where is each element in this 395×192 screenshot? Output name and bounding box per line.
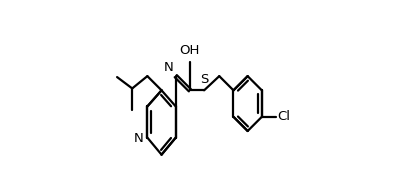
- Text: Cl: Cl: [278, 110, 291, 123]
- Text: N: N: [134, 132, 144, 145]
- Text: S: S: [200, 73, 208, 86]
- Text: OH: OH: [180, 44, 200, 57]
- Text: N: N: [164, 61, 174, 74]
